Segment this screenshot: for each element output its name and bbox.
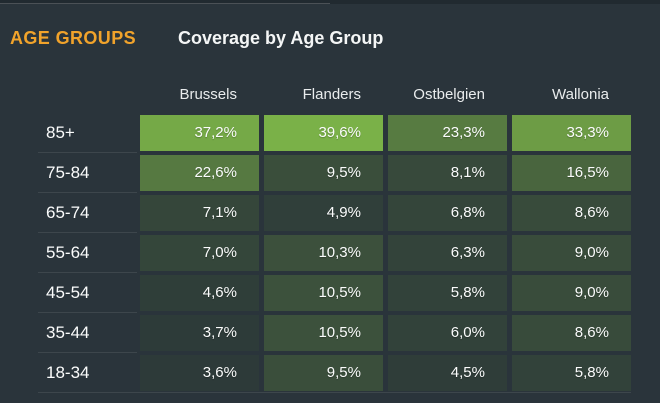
heatmap-cell: 22,6% [140, 155, 259, 191]
heatmap-cell: 4,6% [140, 275, 259, 311]
row-label-4554: 45-54 [46, 283, 90, 302]
heatmap-cell: 9,5% [264, 355, 383, 391]
heatmap-cell: 33,3% [512, 115, 631, 151]
row-label-85+: 85+ [46, 123, 75, 142]
heatmap-cell: 8,6% [512, 195, 631, 231]
column-header-flanders: Flanders [302, 86, 361, 103]
column-header-wallonia: Wallonia [552, 86, 609, 103]
row-label-3544: 35-44 [46, 323, 90, 342]
row-separator [38, 232, 137, 233]
heatmap-cell: 8,6% [512, 315, 631, 351]
heatmap-cell: 4,9% [264, 195, 383, 231]
column-header-brussels: Brussels [179, 86, 237, 103]
heatmap-cell: 10,5% [264, 275, 383, 311]
row-label-1834: 18-34 [46, 363, 90, 382]
heatmap-cell: 7,1% [140, 195, 259, 231]
heatmap-cell: 3,6% [140, 355, 259, 391]
heatmap-cell: 39,6% [264, 115, 383, 151]
heatmap-cell: 7,0% [140, 235, 259, 271]
heatmap-cell: 9,5% [264, 155, 383, 191]
row-separator [38, 192, 137, 193]
row-separator [38, 352, 137, 353]
heatmap-cell: 4,5% [388, 355, 507, 391]
heatmap-cell: 37,2% [140, 115, 259, 151]
row-label-5564: 55-64 [46, 243, 90, 262]
top-border-bar [0, 0, 660, 4]
top-border-highlight [0, 3, 330, 4]
heatmap-cell: 5,8% [388, 275, 507, 311]
heatmap-cell: 3,7% [140, 315, 259, 351]
row-label-7584: 75-84 [46, 163, 90, 182]
heatmap-cell: 9,0% [512, 275, 631, 311]
heatmap-cell: 6,3% [388, 235, 507, 271]
heatmap-cell: 8,1% [388, 155, 507, 191]
heatmap-cell: 6,0% [388, 315, 507, 351]
row-label-6574: 65-74 [46, 203, 90, 222]
row-separator [38, 312, 137, 313]
heatmap-cell: 6,8% [388, 195, 507, 231]
heatmap-cell: 5,8% [512, 355, 631, 391]
heatmap-cell: 16,5% [512, 155, 631, 191]
row-separator [38, 272, 137, 273]
tab-age-groups[interactable]: AGE GROUPS [10, 28, 137, 48]
heatmap-cell: 23,3% [388, 115, 507, 151]
heatmap-cell: 9,0% [512, 235, 631, 271]
heatmap-cell: 10,3% [264, 235, 383, 271]
row-separator [38, 152, 137, 153]
heatmap-cell: 10,5% [264, 315, 383, 351]
column-header-ostbelgien: Ostbelgien [413, 86, 485, 103]
table-bottom-line [38, 392, 631, 393]
chart-title: Coverage by Age Group [178, 28, 384, 48]
